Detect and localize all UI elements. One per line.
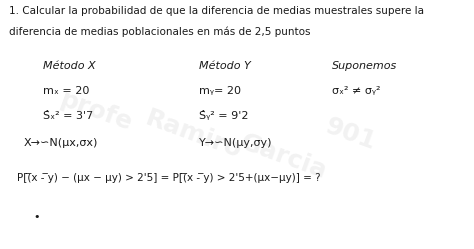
Text: Suponemos: Suponemos	[332, 61, 397, 71]
Text: mᵧ= 20: mᵧ= 20	[199, 86, 241, 96]
Text: X→∽N(μx,σx): X→∽N(μx,σx)	[24, 138, 98, 148]
Text: profe: profe	[57, 88, 136, 136]
Text: Método X: Método X	[43, 61, 95, 71]
Text: Garcia: Garcia	[237, 130, 330, 184]
Text: 901: 901	[322, 114, 380, 155]
Text: Ŝᵧ² = 9'2: Ŝᵧ² = 9'2	[199, 111, 248, 121]
Text: Método Y: Método Y	[199, 61, 251, 71]
Text: Ŝₓ² = 3'7: Ŝₓ² = 3'7	[43, 111, 93, 121]
Text: 1. Calcular la probabilidad de que la diferencia de medias muestrales supere la: 1. Calcular la probabilidad de que la di…	[9, 6, 425, 16]
Text: P[(̅x - ̅y) − (μx − μy) > 2'5] = P[(̅x - ̅y) > 2'5+(μx−μy)] = ?: P[(̅x - ̅y) − (μx − μy) > 2'5] = P[(̅x -…	[17, 173, 320, 183]
Text: Ramiro: Ramiro	[142, 106, 245, 163]
Text: diferencia de medias poblacionales en más de 2,5 puntos: diferencia de medias poblacionales en má…	[9, 26, 311, 37]
Text: Y→∽N(μy,σy): Y→∽N(μy,σy)	[199, 138, 273, 148]
Text: σₓ² ≠ σᵧ²: σₓ² ≠ σᵧ²	[332, 86, 380, 96]
Text: mₓ = 20: mₓ = 20	[43, 86, 89, 96]
Text: •: •	[33, 212, 40, 222]
